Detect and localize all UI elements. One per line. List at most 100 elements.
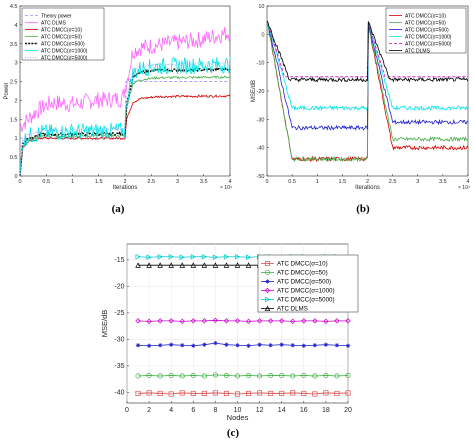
- data-point: [168, 262, 174, 268]
- data-point: [179, 318, 185, 325]
- data-point: [201, 318, 208, 324]
- series-line: [19, 56, 231, 175]
- y-tick-label: -35: [114, 363, 124, 370]
- data-point: [168, 318, 174, 324]
- legend-label: Theory power: [41, 14, 72, 20]
- data-point: [245, 318, 252, 325]
- series-2: [135, 372, 351, 379]
- legend-label: ATC DMCC(σ=10): [405, 14, 446, 20]
- data-point: [301, 343, 306, 348]
- data-point: [179, 262, 186, 268]
- x-tick-label: 1: [71, 179, 74, 185]
- y-tick-label: -40: [257, 146, 265, 152]
- data-point: [168, 391, 174, 397]
- data-point: [223, 253, 230, 260]
- series-6: [266, 20, 469, 83]
- data-point: [323, 390, 329, 396]
- x-tick-label: 0: [265, 179, 268, 185]
- series-3: [19, 93, 231, 176]
- figure-caption: (c): [227, 427, 240, 439]
- figure-caption: (a): [112, 203, 125, 215]
- legend-label: ATC DMCC(σ=500): [277, 279, 331, 286]
- legend-label: ATC DMCC(σ=50): [41, 35, 82, 41]
- legend: ATC DMCC(σ=10) ATC DMCC(σ=50) ATC DMCC(σ=5…: [257, 254, 359, 313]
- y-tick-label: 0: [14, 174, 17, 180]
- series-line: [19, 61, 231, 177]
- y-tick-label: -30: [257, 117, 265, 123]
- x-axis-label: Iterations: [355, 185, 380, 191]
- data-point: [267, 318, 274, 324]
- x-axis-label: Nodes: [227, 413, 249, 422]
- legend-box: [257, 254, 359, 313]
- chart-3: 0 2 4 6 8 10 12 14 16 18 20 -15 -20 -25 -30 -35 -40 Nodes…: [100, 243, 359, 439]
- y-tick-label: 2.5: [10, 80, 18, 86]
- series-2: [266, 19, 469, 163]
- y-tick-label: -15: [114, 257, 124, 264]
- y-tick-label: -20: [257, 89, 265, 95]
- data-point: [157, 253, 164, 260]
- data-point: [213, 340, 218, 346]
- data-point: [290, 373, 296, 379]
- series-1: [135, 390, 351, 397]
- x-tick-label: 12: [256, 407, 264, 414]
- data-point: [246, 390, 252, 397]
- data-point: [312, 343, 318, 348]
- series-4: [135, 317, 351, 325]
- data-point: [268, 390, 274, 397]
- y-tick-label: -30: [114, 336, 124, 343]
- series-3: [135, 340, 351, 348]
- legend-label: ATC DMCC(σ=50): [277, 270, 328, 277]
- x-tick-label: 18: [322, 407, 330, 414]
- series-4: [266, 18, 469, 112]
- data-point: [334, 390, 340, 397]
- series-line: [138, 374, 349, 377]
- data-point: [179, 254, 186, 261]
- data-point: [201, 262, 208, 268]
- legend-label: ATC DMCC(σ=5000): [405, 42, 452, 48]
- x-tick-label: 4: [466, 179, 469, 185]
- x-tick-label: 6: [191, 407, 195, 414]
- y-tick-label: -50: [257, 174, 265, 180]
- data-point: [135, 318, 141, 324]
- chart-2: 0 0.5 1 1.5 2 2.5 3 3.5 4 10 0 -10 -20 -30 -40 -50 Itera…: [251, 4, 470, 215]
- data-point: [256, 318, 263, 324]
- data-point: [180, 343, 185, 348]
- data-point: [234, 318, 241, 324]
- legend-label: ATC DMCC(σ=10): [41, 28, 82, 34]
- data-point: [169, 342, 174, 347]
- y-tick-label: -10: [257, 61, 265, 67]
- data-point: [146, 372, 152, 378]
- legend-label: ATC DLMS: [41, 21, 67, 27]
- series-line: [19, 93, 231, 176]
- data-point: [246, 254, 252, 261]
- data-point: [246, 372, 252, 378]
- x-tick-label: 0: [18, 179, 21, 185]
- data-point: [279, 318, 285, 324]
- series-5: [19, 67, 231, 177]
- figure-caption: (b): [356, 203, 370, 215]
- x-tick-label: 8: [213, 407, 217, 414]
- data-point: [323, 318, 329, 325]
- legend-marker: [264, 269, 271, 276]
- data-point: [245, 262, 252, 268]
- y-tick-label: 10: [258, 4, 264, 10]
- x-tick-label: 4: [228, 179, 231, 185]
- legend-marker: [264, 260, 271, 267]
- data-point: [146, 254, 153, 261]
- series-7: [19, 61, 231, 177]
- data-point: [345, 343, 351, 348]
- x-tick-label: 1.5: [95, 179, 103, 185]
- data-point: [323, 342, 329, 347]
- x-tick-label: 0.5: [288, 179, 296, 185]
- data-point: [301, 372, 307, 378]
- series-line: [266, 19, 469, 163]
- data-point: [301, 318, 307, 324]
- data-point: [246, 343, 251, 348]
- data-point: [234, 253, 241, 260]
- series-line: [266, 20, 469, 83]
- data-point: [345, 390, 351, 396]
- legend-marker: [264, 296, 271, 303]
- data-point: [190, 262, 197, 268]
- legend-box: [21, 7, 105, 61]
